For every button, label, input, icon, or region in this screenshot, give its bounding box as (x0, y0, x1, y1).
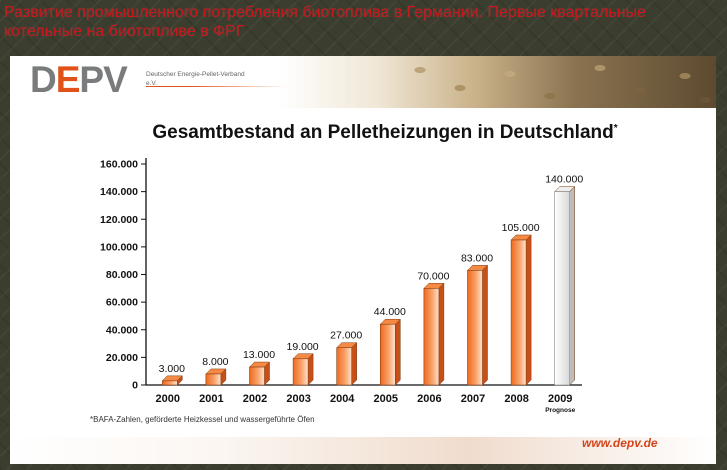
depv-logo: DEPV (30, 59, 128, 100)
website-link[interactable]: www.depv.de (582, 436, 658, 450)
bar (510, 234, 532, 386)
bar-side-face (351, 342, 357, 386)
bar (161, 375, 183, 386)
bar-front (510, 239, 527, 386)
bar-front (554, 191, 571, 386)
value-label: 13.000 (243, 349, 275, 361)
x-tick-label: 2008 (504, 393, 528, 405)
x-tick-label: 2003 (286, 393, 310, 405)
value-label: 44.000 (374, 306, 406, 318)
x-tick-label: 2001 (199, 393, 223, 405)
footer-band (10, 437, 716, 464)
y-tick-label: 120.000 (100, 214, 138, 226)
bar (248, 361, 271, 386)
bar-front (162, 380, 178, 386)
x-tick-label: 2006 (417, 393, 441, 405)
value-label: 19.000 (287, 341, 319, 353)
bar-front (205, 373, 222, 386)
y-tick-label: 140.000 (100, 186, 138, 198)
bar-front (423, 288, 440, 386)
bar-front (336, 347, 353, 386)
bar-side-face (438, 282, 445, 386)
chart-title: Gesamtbestand an Pelletheizungen in Deut… (152, 122, 617, 143)
x-tick-label: 2000 (156, 393, 180, 405)
bar-side-face (482, 264, 488, 386)
value-label: 3.000 (159, 363, 185, 375)
value-label: 105.000 (502, 222, 540, 234)
bar-side-face (395, 318, 401, 386)
y-tick-label: 80.000 (106, 269, 138, 281)
bar-front (467, 270, 483, 386)
y-tick-label: 160.000 (100, 159, 138, 171)
logo-subtitle: Deutscher Energie-Pellet-Verband e.V. (146, 71, 245, 87)
logo-rule (146, 86, 286, 87)
chart-panel: DEPV Deutscher Energie-Pellet-Verband e.… (10, 56, 716, 464)
y-tick-label: 100.000 (100, 241, 138, 253)
value-label: 27.000 (330, 330, 362, 342)
x-tick-label: 2002 (243, 393, 267, 405)
bar-side-face (569, 186, 575, 386)
bar (292, 353, 314, 386)
bar (379, 318, 401, 386)
pellet-photo (400, 56, 716, 108)
bar-chart: Gesamtbestand an Pelletheizungen in Deut… (100, 122, 618, 414)
bar (423, 282, 445, 386)
x-tick-label: 2009 (548, 393, 572, 405)
value-label: 8.000 (202, 356, 228, 368)
bar (466, 264, 489, 386)
slide-title: Развитие промышленного потребления биото… (4, 4, 646, 40)
bar-side-face (525, 234, 532, 386)
bar (336, 342, 358, 386)
x-tick-label: 2005 (374, 393, 398, 405)
bar (554, 186, 576, 386)
value-label: 83.000 (461, 252, 493, 264)
bar-front (292, 358, 309, 386)
value-label: 140.000 (545, 174, 583, 186)
y-tick-label: 60.000 (106, 297, 138, 309)
y-tick-label: 40.000 (106, 324, 138, 336)
bar-front (379, 323, 396, 386)
bar-side-face (307, 353, 314, 386)
forecast-note: Prognose (545, 407, 575, 414)
y-tick-label: 20.000 (106, 352, 138, 364)
y-tick-label: 0 (132, 380, 138, 392)
bar-front (249, 366, 265, 386)
x-tick-label: 2007 (461, 393, 485, 405)
bar (205, 368, 227, 386)
value-label: 70.000 (417, 270, 449, 282)
footnote: *BAFA-Zahlen, geförderte Heizkessel und … (90, 415, 315, 424)
x-tick-label: 2004 (330, 393, 355, 405)
